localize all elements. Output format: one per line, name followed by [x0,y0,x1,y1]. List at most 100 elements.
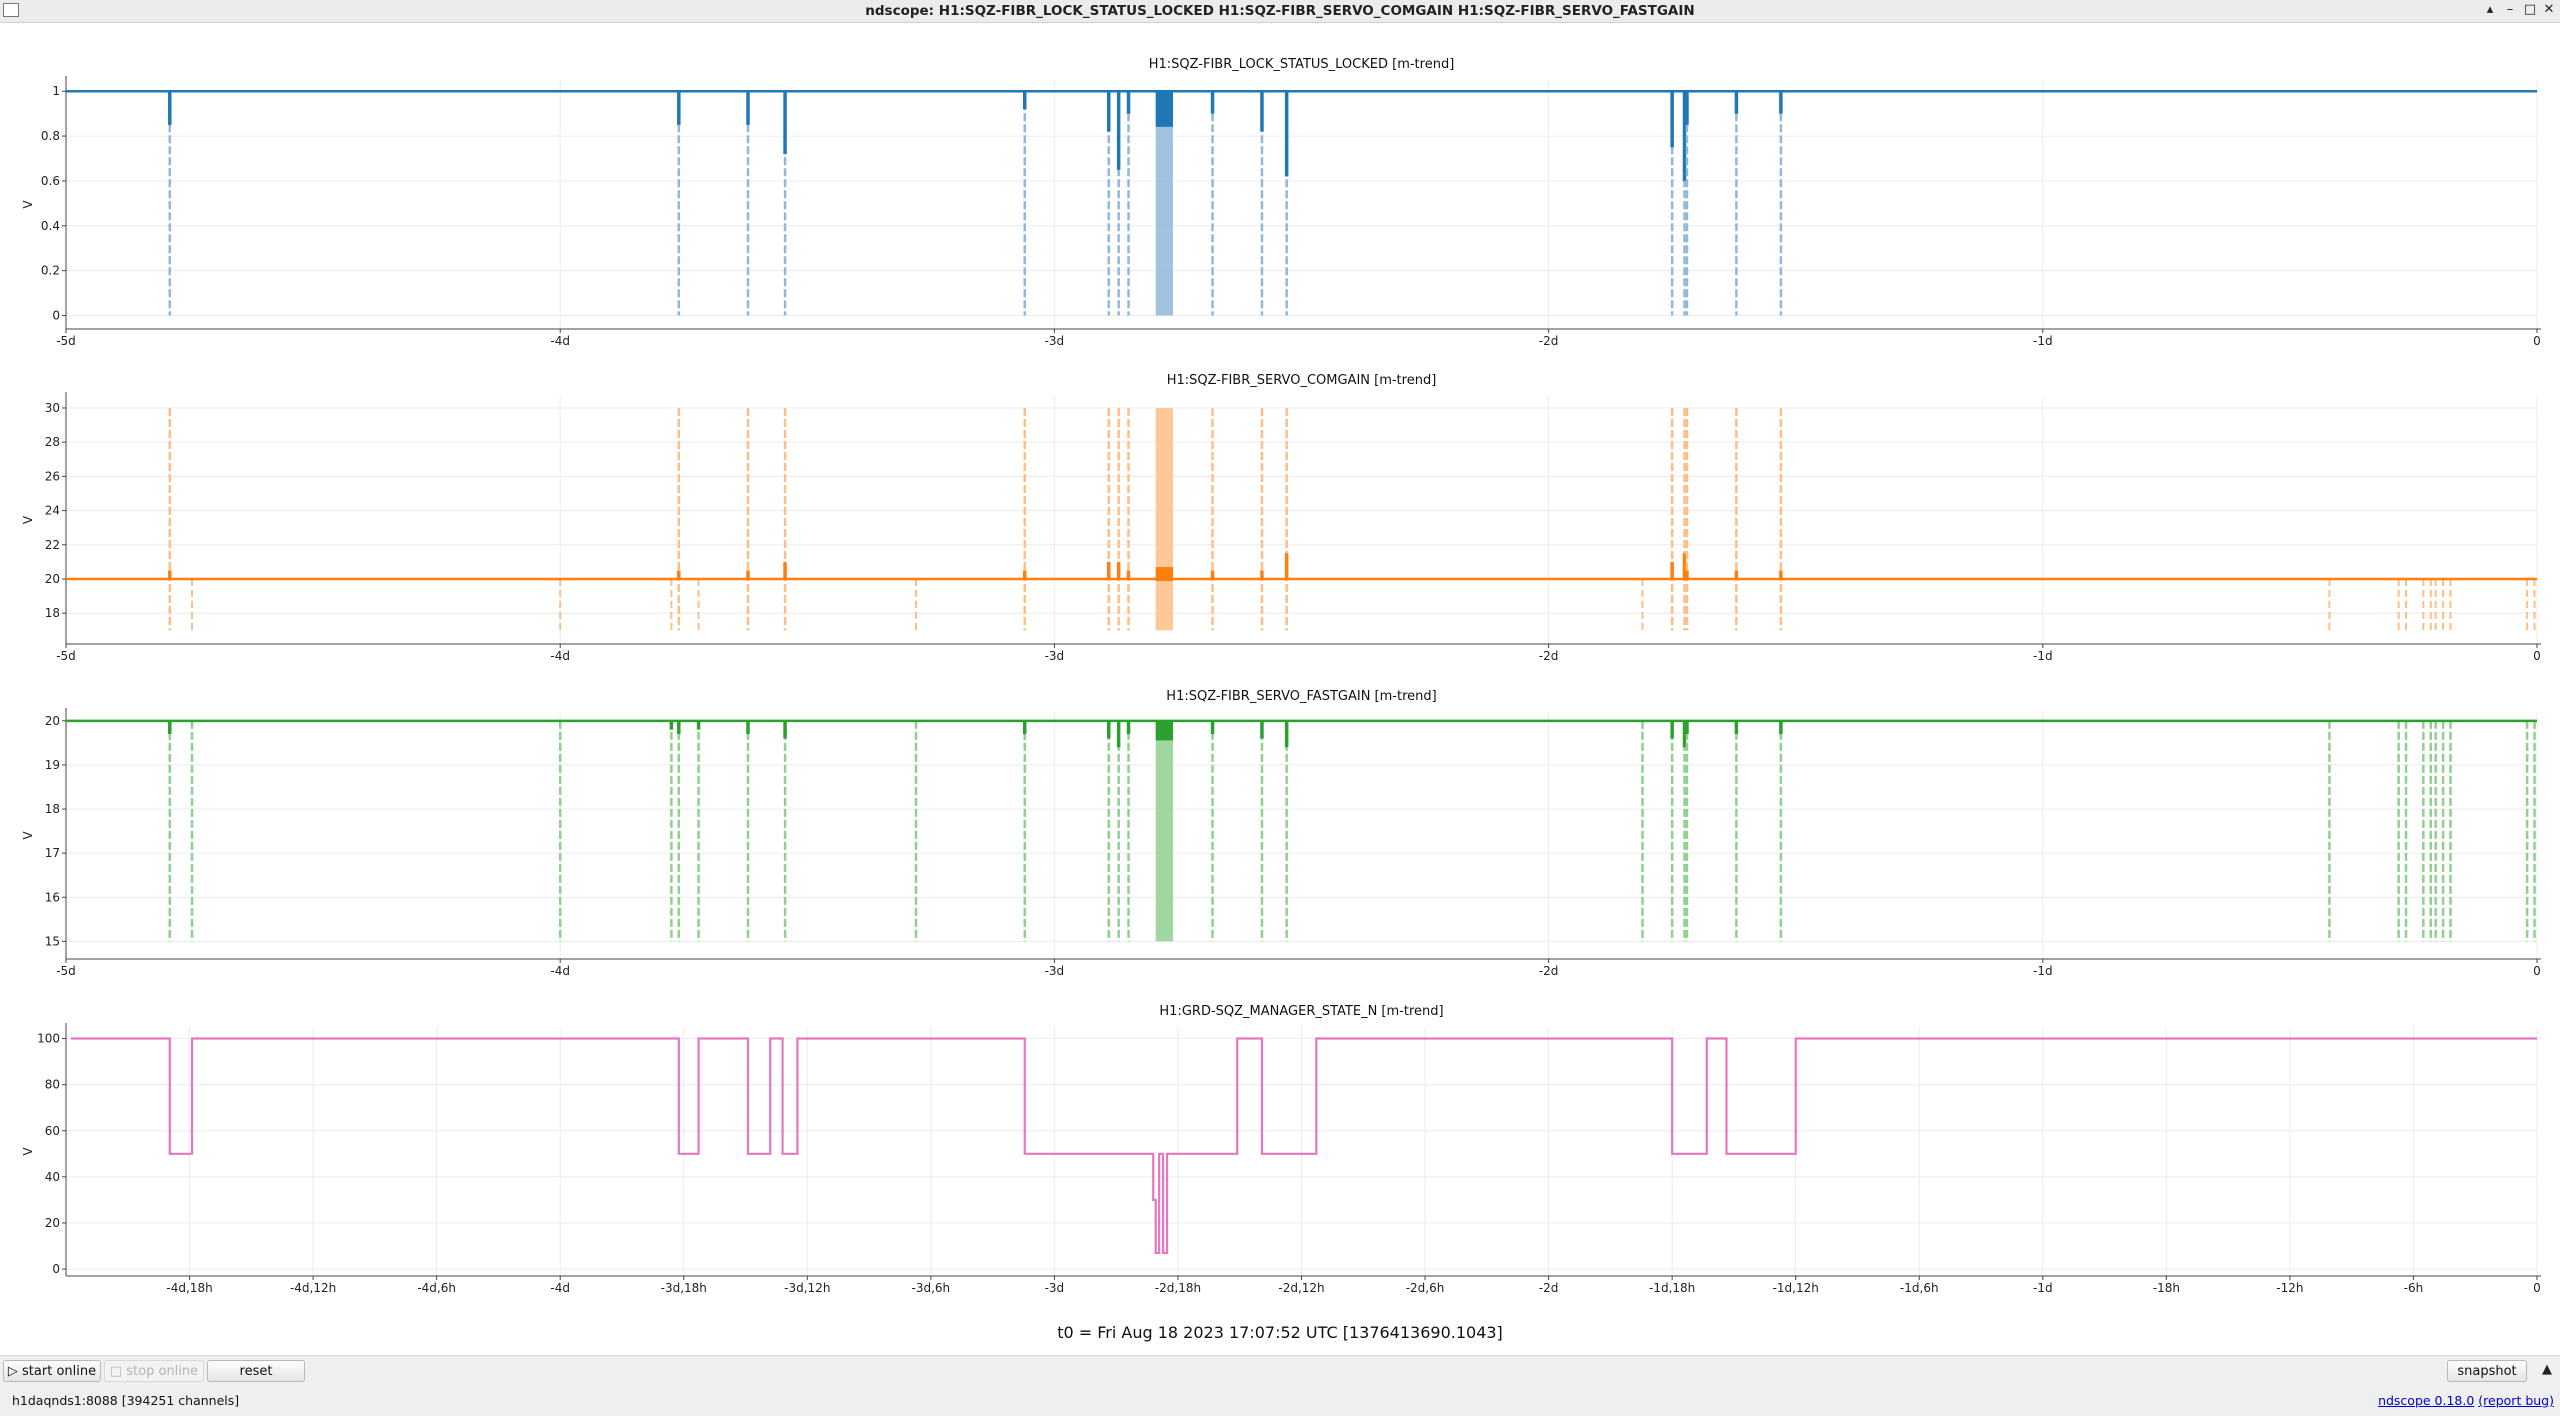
y-tick-label: 22 [45,538,60,552]
chart-title: H1:SQZ-FIBR_SERVO_FASTGAIN [m-trend] [1166,689,1436,704]
y-axis-label: V [21,515,35,524]
x-tick-label: -1d,18h [1649,1281,1695,1295]
app-icon [3,3,19,17]
chart-2: H1:SQZ-FIBR_SERVO_COMGAIN [m-trend] 18 20 2… [21,373,2541,663]
reset-button[interactable]: reset [207,1360,305,1382]
y-tick-label: 20 [45,572,60,586]
x-tick-label: -3d [1045,964,1065,978]
x-tick-label: -3d,12h [784,1281,830,1295]
stop-icon: □ [109,1364,123,1379]
activity-band-mean [1155,720,1174,741]
x-tick-label: -18h [2153,1281,2180,1295]
activity-band [1155,91,1174,316]
x-tick-label: -4d [550,649,570,663]
bottom-toolbar: ▷ start online □ stop online reset snaps… [0,1355,2560,1416]
chart-title: H1:GRD-SQZ_MANAGER_STATE_N [m-trend] [1159,1004,1443,1019]
x-tick-label: -2d [1539,1281,1559,1295]
chart-1: H1:SQZ-FIBR_LOCK_STATUS_LOCKED [m-trend]… [21,57,2541,348]
x-tick-label: -3d,6h [912,1281,951,1295]
shade-icon[interactable]: ▴ [2486,2,2494,17]
y-tick-label: 0.8 [41,129,60,143]
x-tick-label: -5d [56,649,76,663]
minimize-icon[interactable]: – [2506,2,2514,17]
maximize-icon[interactable]: □ [2523,2,2537,17]
y-tick-label: 1 [52,84,60,98]
y-tick-label: 30 [45,401,60,415]
y-tick-label: 0.2 [41,264,60,278]
x-tick-label: -3d [1045,334,1065,348]
x-tick-label: 0 [2533,964,2541,978]
x-tick-label: -4d,6h [417,1281,456,1295]
x-tick-label: -12h [2276,1281,2303,1295]
report-bug-link[interactable]: (report bug) [2478,1393,2554,1408]
y-tick-label: 20 [45,1216,60,1230]
y-tick-label: 0.4 [41,219,60,233]
x-tick-label: -2d [1539,334,1559,348]
chart-4: H1:GRD-SQZ_MANAGER_STATE_N [m-trend] 0 20 4… [21,1004,2541,1295]
x-tick-label: -3d,18h [661,1281,707,1295]
x-tick-label: 0 [2533,649,2541,663]
x-tick-label: -2d,18h [1155,1281,1201,1295]
x-tick-label: -1d,12h [1773,1281,1819,1295]
x-tick-label: -3d [1045,649,1065,663]
y-tick-label: 16 [45,890,60,904]
start-online-button[interactable]: ▷ start online [3,1360,101,1382]
x-tick-label: -1d [2033,334,2053,348]
x-tick-label: -2d,6h [1406,1281,1445,1295]
version-link[interactable]: ndscope 0.18.0 [2378,1393,2475,1408]
x-tick-label: 0 [2533,334,2541,348]
plot-area[interactable]: H1:SQZ-FIBR_LOCK_STATUS_LOCKED [m-trend]… [0,22,2560,1347]
activity-band [1155,407,1174,631]
activity-band-mean [1155,567,1174,582]
y-tick-label: 17 [45,846,60,860]
y-tick-label: 20 [45,714,60,728]
y-axis-label: V [21,1147,35,1156]
x-tick-label: -4d,12h [290,1281,336,1295]
y-tick-label: 0 [52,1262,60,1276]
y-tick-label: 0 [52,309,60,323]
y-tick-label: 60 [45,1124,60,1138]
plots-canvas[interactable]: H1:SQZ-FIBR_LOCK_STATUS_LOCKED [m-trend]… [0,22,2560,1322]
start-online-label: start online [22,1364,97,1379]
x-tick-label: -3d [1045,1281,1065,1295]
snapshot-button[interactable]: snapshot [2447,1360,2527,1382]
y-tick-label: 80 [45,1078,60,1092]
close-icon[interactable]: ✕ [2543,2,2555,17]
activity-band-mean [1155,91,1174,127]
x-tick-label: -4d [550,334,570,348]
x-tick-label: -1d [2033,649,2053,663]
y-tick-label: 15 [45,934,60,948]
x-tick-label: -2d [1539,964,1559,978]
window-titlebar: ndscope: H1:SQZ-FIBR_LOCK_STATUS_LOCKED … [0,0,2560,23]
activity-band [1155,720,1174,942]
y-tick-label: 0.6 [41,174,60,188]
stop-online-label: stop online [126,1364,199,1379]
expand-arrow-icon[interactable]: ▲ [2542,1362,2552,1377]
chart-title: H1:SQZ-FIBR_SERVO_COMGAIN [m-trend] [1167,373,1437,388]
y-tick-label: 40 [45,1170,60,1184]
y-tick-label: 18 [45,606,60,620]
y-tick-label: 24 [45,504,60,518]
stop-online-button[interactable]: □ stop online [104,1360,204,1382]
y-axis-label: V [21,831,35,840]
y-tick-label: 18 [45,802,60,816]
x-tick-label: 0 [2533,1281,2541,1295]
y-tick-label: 28 [45,435,60,449]
x-tick-label: -5d [56,964,76,978]
series-line [70,1037,2537,1255]
status-version: ndscope 0.18.0 (report bug) [2378,1393,2554,1408]
x-tick-label: -6h [2404,1281,2424,1295]
x-tick-label: -2d,12h [1278,1281,1324,1295]
window-title: ndscope: H1:SQZ-FIBR_LOCK_STATUS_LOCKED … [865,3,1695,19]
x-tick-label: -4d,18h [166,1281,212,1295]
y-tick-label: 26 [45,469,60,483]
play-icon: ▷ [7,1364,18,1379]
y-tick-label: 19 [45,758,60,772]
status-server: h1daqnds1:8088 [394251 channels] [12,1393,240,1408]
x-tick-label: -4d [550,964,570,978]
x-tick-label: -2d [1539,649,1559,663]
t0-label: t0 = Fri Aug 18 2023 17:07:52 UTC [13764… [1057,1323,1503,1342]
x-tick-label: -5d [56,334,76,348]
x-tick-label: -1d,6h [1900,1281,1939,1295]
x-tick-label: -4d [550,1281,570,1295]
